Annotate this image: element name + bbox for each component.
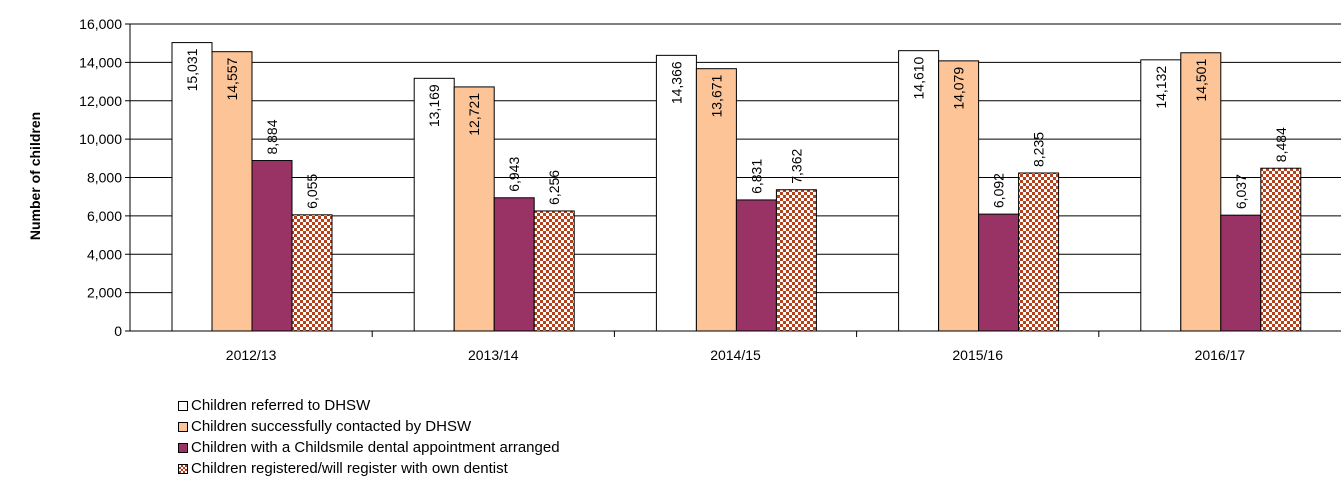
bar [493, 197, 535, 332]
bar-chart: 0 2,000 4,000 6,000 8,000 10,000 12,000 14,000 1… [27, 16, 1341, 363]
legend-label: Children referred to DHSW [191, 397, 371, 414]
legend-label: Children registered/will register with o… [191, 460, 508, 477]
bar [211, 51, 253, 332]
y-tick-label: 2,000 [87, 285, 122, 301]
legend-swatch [178, 463, 188, 474]
data-label: 14,610 [911, 56, 927, 99]
y-tick-label: 4,000 [87, 246, 122, 262]
data-label: 6,831 [748, 159, 764, 194]
y-tick-label: 10,000 [79, 131, 122, 147]
data-label: 6,092 [991, 173, 1007, 208]
legend-label: Children successfully contacted by DHSW [191, 418, 472, 435]
bar [775, 189, 817, 332]
data-label: 12,721 [466, 93, 482, 136]
data-label: 14,132 [1153, 66, 1169, 109]
data-label: 14,366 [668, 61, 684, 104]
data-labels: 15,031 14,557 8,884 6,055 13,169 12,721 6,943 6… [184, 48, 1289, 209]
legend-item: Children successfully contacted by DHSW [178, 416, 560, 437]
y-tick-label: 0 [114, 323, 122, 339]
bar [413, 77, 455, 332]
x-tick-label: 2014/15 [710, 347, 761, 363]
x-tick-label: 2016/17 [1195, 347, 1246, 363]
bar [978, 213, 1020, 332]
y-axis-label: Number of children [27, 112, 43, 240]
legend-swatch [178, 400, 188, 411]
data-label: 6,943 [506, 157, 522, 192]
y-tick-label: 12,000 [79, 93, 122, 109]
bar [251, 160, 293, 332]
y-tick-label: 6,000 [87, 208, 122, 224]
bar [171, 42, 213, 332]
data-label: 14,501 [1193, 59, 1209, 102]
y-tick-label: 14,000 [79, 54, 122, 70]
bar [533, 210, 575, 332]
data-label: 13,169 [426, 84, 442, 127]
legend-item: Children registered/will register with o… [178, 458, 560, 479]
data-label: 13,671 [708, 74, 724, 117]
bar [655, 54, 697, 332]
bar [938, 60, 980, 332]
y-tick-label: 16,000 [79, 16, 122, 32]
data-label: 8,484 [1273, 127, 1289, 162]
bar [1018, 172, 1060, 332]
legend-swatch [178, 442, 188, 453]
data-label: 8,884 [264, 119, 280, 154]
data-label: 6,256 [546, 170, 562, 205]
bar [291, 214, 333, 332]
legend-item: Children referred to DHSW [178, 395, 560, 416]
bar [735, 199, 777, 332]
bars [171, 42, 1302, 332]
data-label: 7,362 [788, 148, 804, 183]
x-tick-label: 2015/16 [952, 347, 1003, 363]
data-label: 6,037 [1233, 174, 1249, 209]
data-label: 14,079 [951, 67, 967, 110]
data-label: 14,557 [224, 57, 240, 100]
bar [1260, 167, 1302, 332]
bar [453, 86, 495, 332]
data-label: 8,235 [1031, 132, 1047, 167]
x-tick-label: 2013/14 [468, 347, 519, 363]
legend-item: Children with a Childsmile dental appoin… [178, 437, 560, 458]
y-tick-label: 8,000 [87, 170, 122, 186]
bar [1140, 59, 1182, 332]
data-label: 6,055 [304, 174, 320, 209]
legend: Children referred to DHSW Children succes… [178, 395, 560, 479]
legend-label: Children with a Childsmile dental appoin… [191, 439, 560, 456]
axes: 0 2,000 4,000 6,000 8,000 10,000 12,000 14,000 1… [79, 16, 1341, 363]
bar [1220, 214, 1262, 332]
x-tick-label: 2012/13 [226, 347, 277, 363]
legend-swatch [178, 421, 188, 432]
bar [1180, 52, 1222, 332]
data-label: 15,031 [184, 48, 200, 91]
